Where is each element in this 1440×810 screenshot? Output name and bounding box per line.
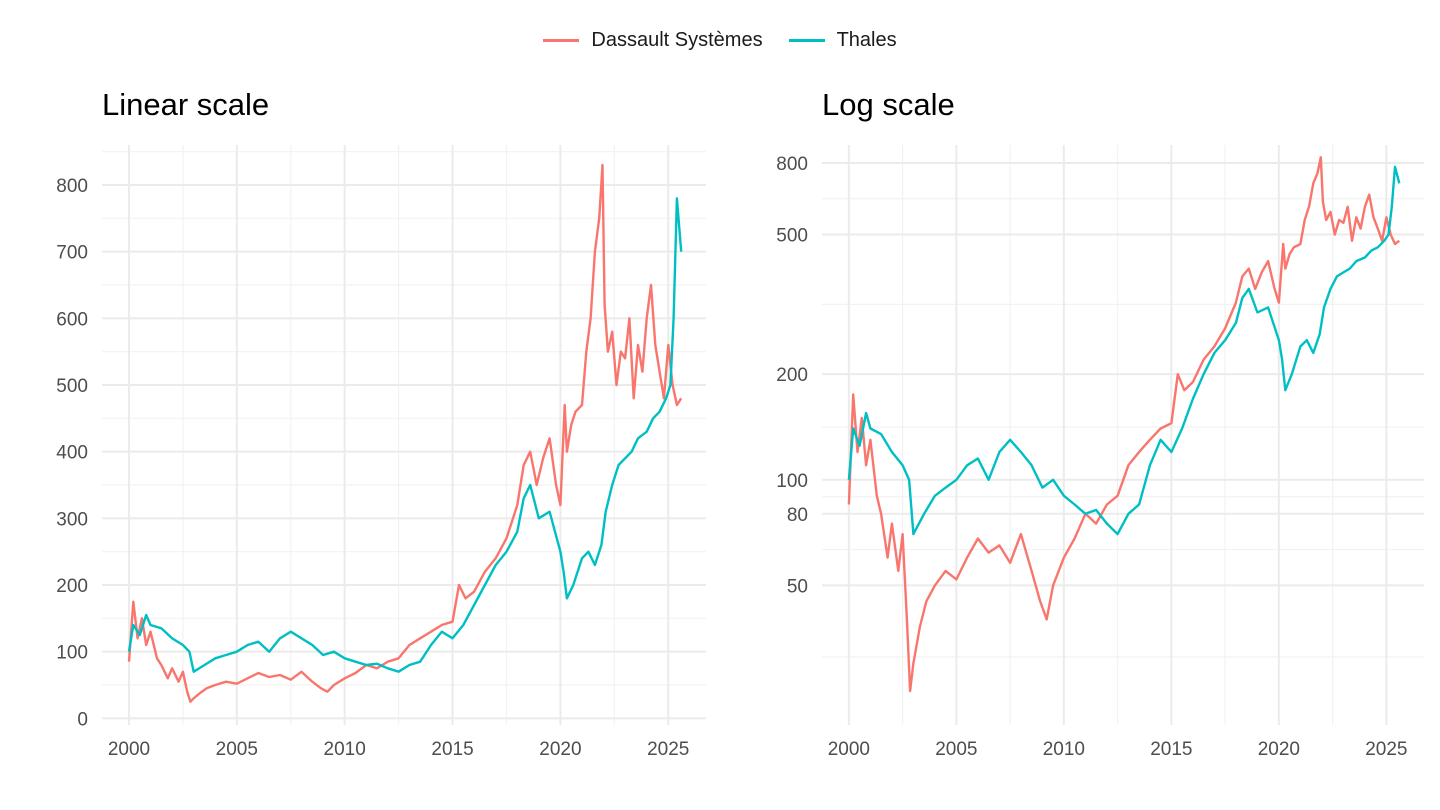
x-tick-label: 2010 bbox=[1043, 739, 1085, 760]
x-tick-label: 2005 bbox=[216, 739, 258, 760]
y-tick-label: 800 bbox=[56, 176, 88, 197]
x-tick-label: 2025 bbox=[647, 739, 689, 760]
linear-scale-panel: Linear scale 2000 2005 2010 2015 2020 2025 0 10… bbox=[56, 87, 706, 760]
legend-key-dassault bbox=[543, 38, 580, 42]
legend-item-thales: Thales bbox=[788, 28, 897, 52]
y-tick-label: 100 bbox=[56, 643, 88, 664]
x-tick-label: 2010 bbox=[324, 739, 366, 760]
y-tick-label: 100 bbox=[776, 471, 808, 492]
legend-label-dassault: Dassault Systèmes bbox=[591, 28, 763, 51]
log-panel-title: Log scale bbox=[822, 87, 955, 122]
y-tick-label: 50 bbox=[787, 576, 808, 597]
y-tick-label: 500 bbox=[776, 226, 808, 247]
gridlines bbox=[102, 145, 706, 725]
gridlines bbox=[822, 145, 1424, 725]
y-tick-label: 500 bbox=[56, 376, 88, 397]
y-tick-label: 400 bbox=[56, 443, 88, 464]
x-tick-label: 2015 bbox=[1150, 739, 1192, 760]
x-tick-label: 2000 bbox=[828, 739, 870, 760]
log-scale-panel: Log scale 2000 2005 2010 2015 2020 2025 50 80 10… bbox=[776, 87, 1424, 760]
x-tick-label: 2005 bbox=[935, 739, 977, 760]
series-line-dassault-syst-mes bbox=[127, 163, 683, 703]
legend: Dassault Systèmes Thales bbox=[0, 22, 1440, 58]
y-tick-label: 700 bbox=[56, 243, 88, 264]
x-tick-label: 2020 bbox=[1258, 739, 1300, 760]
x-tick-label: 2020 bbox=[539, 739, 581, 760]
x-tick-label: 2000 bbox=[108, 739, 150, 760]
y-tick-label: 0 bbox=[77, 709, 88, 730]
series-line-dassault-syst-mes bbox=[847, 156, 1401, 693]
series-line-thales bbox=[127, 197, 683, 673]
y-tick-label: 200 bbox=[776, 365, 808, 386]
legend-item-dassault: Dassault Systèmes bbox=[543, 28, 763, 52]
y-tick-label: 800 bbox=[776, 154, 808, 175]
y-tick-label: 600 bbox=[56, 309, 88, 330]
linear-panel-title: Linear scale bbox=[102, 87, 269, 122]
x-tick-label: 2025 bbox=[1365, 739, 1407, 760]
y-tick-label: 300 bbox=[56, 509, 88, 530]
y-tick-label: 200 bbox=[56, 576, 88, 597]
y-tick-label: 80 bbox=[787, 505, 808, 526]
legend-label-thales: Thales bbox=[836, 28, 897, 51]
x-tick-label: 2015 bbox=[431, 739, 473, 760]
legend-key-thales bbox=[788, 38, 825, 42]
series-line-thales bbox=[847, 165, 1401, 536]
